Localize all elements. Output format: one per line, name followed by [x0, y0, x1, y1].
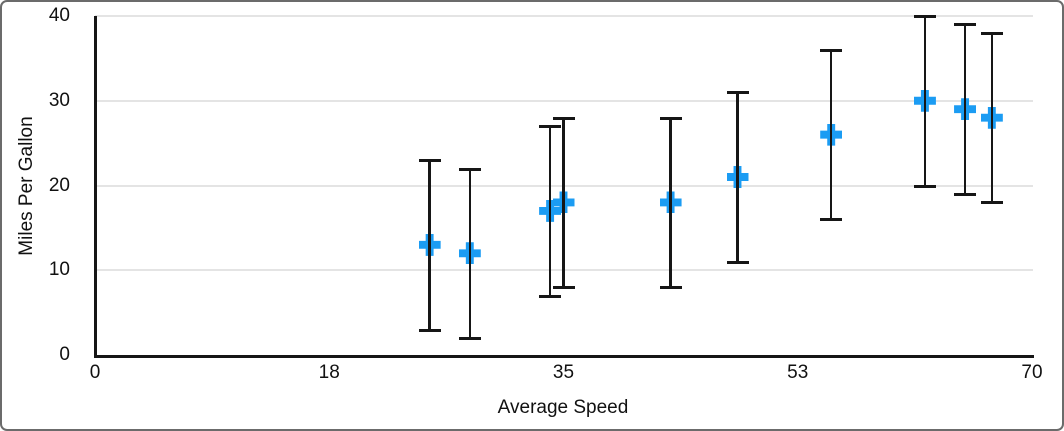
- error-bar-cap-top: [458, 167, 481, 171]
- error-bar-line: [963, 24, 967, 194]
- y-tick-label: 40: [48, 5, 70, 26]
- x-axis-line: [94, 355, 1034, 358]
- error-bar-line: [428, 160, 431, 330]
- error-bar-cap-top: [659, 116, 682, 120]
- error-bar-cap-bottom: [539, 294, 562, 298]
- error-bar-cap-top: [552, 116, 575, 120]
- error-bar-cap-top: [980, 31, 1003, 35]
- x-tick-label: 53: [787, 362, 809, 383]
- x-axis-title: Average Speed: [497, 397, 629, 418]
- x-tick-label: 0: [89, 362, 101, 383]
- x-tick-label: 70: [1021, 362, 1043, 383]
- error-bar-cap-top: [954, 23, 977, 27]
- error-bar-line: [669, 117, 672, 288]
- error-bar-cap-bottom: [659, 286, 682, 290]
- error-bar-cap-bottom: [954, 192, 977, 196]
- error-bar-cap-top: [539, 125, 562, 129]
- error-bar-line: [548, 126, 552, 296]
- error-bar-cap-top: [726, 91, 749, 95]
- gridline: [95, 99, 1033, 102]
- y-tick-label: 0: [59, 344, 70, 365]
- error-bar-line: [829, 49, 833, 220]
- error-bar-cap-top: [418, 159, 441, 163]
- gridline: [95, 15, 1033, 17]
- y-tick-label: 30: [48, 89, 70, 111]
- error-bar-line: [923, 16, 927, 186]
- error-bar-cap-bottom: [980, 201, 1003, 205]
- error-bar-line: [736, 92, 739, 262]
- error-bar-cap-bottom: [552, 286, 575, 290]
- error-bar-cap-bottom: [418, 328, 441, 332]
- error-bar-line: [468, 168, 472, 339]
- x-tick-label: 35: [552, 362, 575, 383]
- error-bar-cap-top: [820, 48, 843, 52]
- error-bar-cap-bottom: [726, 260, 749, 264]
- error-bar-line: [990, 32, 994, 203]
- x-tick-label: 18: [318, 362, 340, 383]
- y-axis-line: [94, 16, 97, 358]
- error-bar-cap-bottom: [820, 218, 843, 222]
- error-bar-cap-top: [913, 15, 936, 18]
- error-bar-cap-bottom: [913, 184, 936, 188]
- error-bar-line: [562, 117, 565, 288]
- y-tick-label: 10: [48, 259, 70, 281]
- y-tick-label: 20: [48, 174, 70, 196]
- error-bar-cap-bottom: [458, 337, 481, 341]
